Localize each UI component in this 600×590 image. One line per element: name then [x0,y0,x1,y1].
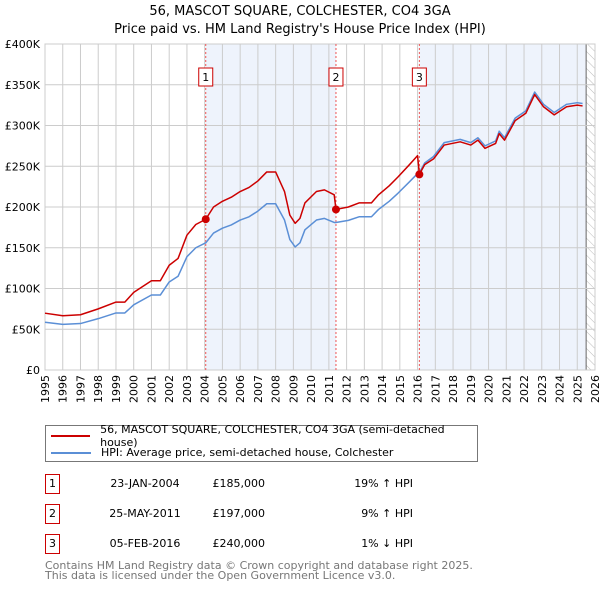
x-tick-label: 2004 [199,375,212,403]
x-tick-label: 2011 [323,375,336,403]
x-tick-label: 2021 [500,375,513,403]
x-tick-label: 1999 [110,375,123,403]
copyright-text: Contains HM Land Registry data © Crown c… [45,559,473,572]
legend-item-hpi: HPI: Average price, semi-detached house,… [51,444,393,461]
x-tick-label: 2026 [589,375,600,403]
x-tick-label: 2015 [394,375,407,403]
sale-point [201,215,210,224]
hpi-line [44,91,583,326]
sale-number: 3 [45,534,60,554]
x-tick-label: 2002 [163,375,176,403]
sale-label: 1 [202,71,209,84]
y-tick-label: £150K [5,242,41,255]
plot-border [44,43,596,371]
y-tick-label: £50K [12,323,41,336]
price-chart: 1995 1996 1997 1998 1999 2000 2001 2002 2003 2004… [5,38,600,403]
x-tick-label: 2025 [571,375,584,403]
x-tick-label: 2024 [554,375,567,403]
sale-label: 3 [416,71,423,84]
footer: Contains HM Land Registry data © Crown c… [45,559,473,582]
sale-price: £240,000 [212,537,266,550]
sale-hpi-diff: 9% ↑ HPI [361,507,413,520]
table-row: 2 25-MAY-2011 £197,000 9% ↑ HPI [45,504,445,524]
chart-title: 56, MASCOT SQUARE, COLCHESTER, CO4 3GA P… [0,3,600,39]
y-tick-label: £300K [5,120,41,133]
x-tick-label: 2018 [447,375,460,403]
x-tick-label: 2022 [518,375,531,403]
sale-date: 25-MAY-2011 [109,507,181,520]
y-tick-label: £0 [26,364,40,377]
price-paid-line [44,93,583,317]
sale-label-box [198,67,214,87]
legend-label: HPI: Average price, semi-detached house,… [101,446,394,459]
sale-label-box [328,67,344,87]
x-tick-label: 2008 [270,375,283,403]
sale-label-box [411,67,427,87]
x-tick-label: 1998 [92,375,105,403]
red-line-swatch [51,434,91,437]
y-tick-label: £100K [5,283,41,296]
sale-number: 1 [45,474,60,494]
x-tick-label: 2020 [483,375,496,403]
x-tick-label: 2006 [234,375,247,403]
x-tick-label: 2003 [181,375,194,403]
x-tick-label: 2013 [358,375,371,403]
licence-text: This data is licensed under the Open Gov… [45,569,396,582]
x-tick-label: 2012 [341,375,354,403]
table-row: 1 23-JAN-2004 £185,000 19% ↑ HPI [45,474,445,494]
x-tick-label: 2014 [376,375,389,403]
sale-number: 2 [45,504,60,524]
x-tick-label: 2001 [145,375,158,403]
subtitle-line: Price paid vs. HM Land Registry's House … [114,22,486,37]
x-tick-label: 2007 [252,375,265,403]
sale-price: £197,000 [212,507,266,520]
sale-hpi-diff: 1% ↓ HPI [361,537,413,550]
sale-point [331,205,340,214]
legend-label: 56, MASCOT SQUARE, COLCHESTER, CO4 3GA (… [100,422,445,449]
sale-date: 23-JAN-2004 [110,477,180,490]
y-tick-label: £250K [5,160,41,173]
x-tick-label: 2016 [412,375,425,403]
x-tick-label: 2023 [536,375,549,403]
sale-hpi-diff: 19% ↑ HPI [354,477,413,490]
x-tick-label: 2019 [465,375,478,403]
x-tick-label: 2009 [287,375,300,403]
x-tick-label: 2017 [429,375,442,403]
x-tick-label: 2000 [128,375,141,403]
table-row: 3 05-FEB-2016 £240,000 1% ↓ HPI [45,534,445,554]
legend-item-property: 56, MASCOT SQUARE, COLCHESTER, CO4 3GA (… [51,423,477,449]
y-tick-label: £400K [5,38,41,51]
sale-point [415,170,424,179]
x-tick-label: 1997 [74,375,87,403]
sale-date: 05-FEB-2016 [109,537,181,550]
y-tick-label: £350K [5,79,41,92]
y-tick-label: £200K [5,201,41,214]
x-tick-label: 1995 [39,375,52,403]
legend: 56, MASCOT SQUARE, COLCHESTER, CO4 3GA (… [45,423,478,462]
sale-price: £185,000 [212,477,266,490]
title-line: 56, MASCOT SQUARE, COLCHESTER, CO4 3GA [149,4,451,19]
x-tick-label: 2005 [216,375,229,403]
blue-line-swatch [51,451,91,454]
x-tick-label: 2010 [305,375,318,403]
sale-label: 2 [332,71,339,84]
x-tick-label: 1996 [57,375,70,403]
